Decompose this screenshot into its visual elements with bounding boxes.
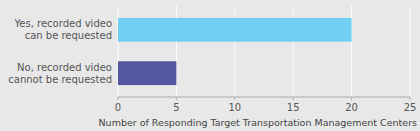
x-tick-label: 10 (228, 102, 241, 113)
category-label: No, recorded videocannot be requested (8, 62, 112, 85)
x-tick (293, 97, 294, 100)
grid-line (410, 6, 411, 97)
category-label: Yes, recorded videocan be requested (14, 18, 112, 41)
x-tick-label: 25 (404, 102, 417, 113)
x-tick-label: 20 (345, 102, 358, 113)
x-axis-line (118, 97, 410, 98)
bar (118, 18, 352, 42)
x-tick-label: 15 (287, 102, 300, 113)
chart: Yes, recorded videocan be requested No, r… (0, 0, 420, 131)
bar (118, 61, 176, 85)
x-tick (410, 97, 411, 100)
bars (118, 18, 352, 85)
x-axis-label: Number of Responding Target Transportati… (99, 117, 418, 128)
category-label-line: cannot be requested (8, 74, 112, 85)
x-tick (234, 97, 235, 100)
category-label-line: No, recorded video (17, 62, 112, 73)
category-label-line: Yes, recorded video (14, 18, 112, 29)
x-tick (118, 97, 119, 100)
x-tick-label: 5 (173, 102, 179, 113)
x-tick (351, 97, 352, 100)
x-tick-label: 0 (115, 102, 121, 113)
category-label-line: can be requested (25, 30, 112, 41)
x-tick (176, 97, 177, 100)
background (0, 0, 420, 131)
